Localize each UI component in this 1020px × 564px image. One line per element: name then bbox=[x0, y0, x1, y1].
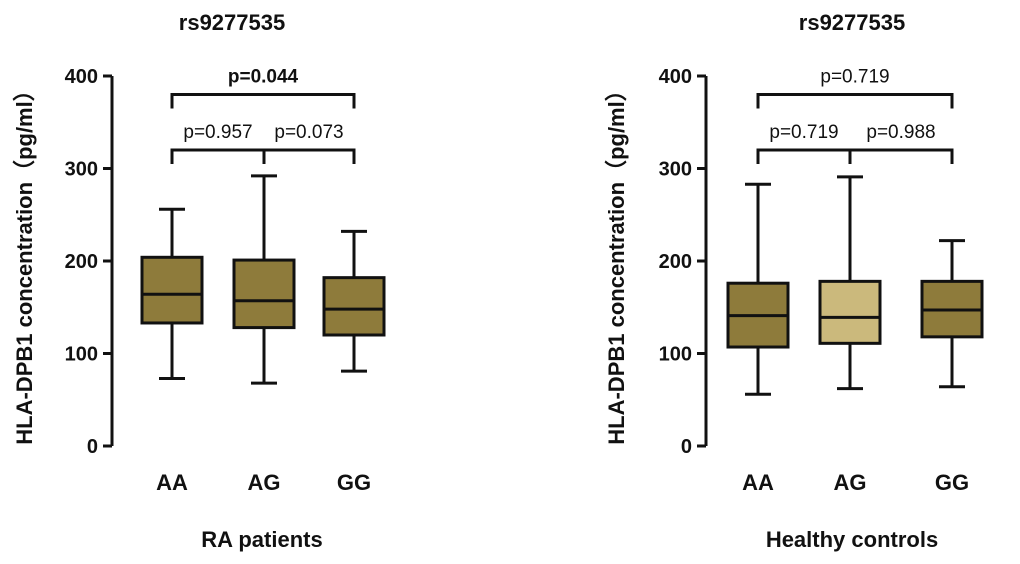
y-tick-label: 200 bbox=[65, 251, 98, 273]
box-gg bbox=[322, 229, 386, 373]
p-value-label: p=0.719 bbox=[769, 122, 838, 143]
p-value-label: p=0.957 bbox=[183, 122, 252, 143]
y-tick-label: 400 bbox=[659, 66, 692, 88]
iqr-box bbox=[322, 276, 386, 337]
chart-panel-2: rs9277535 0 100 200 300 400 HLA-DPB1 concentra… bbox=[604, 10, 984, 552]
significance-bracket bbox=[756, 148, 852, 164]
x-axis-label: RA patients bbox=[201, 527, 322, 552]
box-aa bbox=[140, 207, 204, 380]
significance-bracket bbox=[848, 148, 954, 164]
box-ag bbox=[818, 175, 882, 391]
x-axis-label: Healthy controls bbox=[766, 527, 938, 552]
x-category-label: AA bbox=[156, 470, 188, 495]
y-axis-label: HLA-DPB1 concentration（pg/ml） bbox=[604, 79, 629, 444]
y-tick-label: 300 bbox=[65, 159, 98, 181]
box-aa bbox=[726, 182, 790, 396]
x-category-label: AG bbox=[248, 470, 281, 495]
chart-panel-1: rs9277535 0 100 200 300 400 HLA-DPB1 concentra… bbox=[12, 10, 386, 552]
p-value-label: p=0.044 bbox=[228, 67, 299, 88]
iqr-box bbox=[140, 255, 204, 325]
y-tick-label: 100 bbox=[659, 344, 692, 366]
box-gg bbox=[920, 239, 984, 389]
y-tick-label: 400 bbox=[65, 66, 98, 88]
x-category-label: AG bbox=[834, 470, 867, 495]
p-value-label: p=0.988 bbox=[866, 122, 935, 143]
p-value-label: p=0.073 bbox=[274, 122, 343, 143]
x-category-label: AA bbox=[742, 470, 774, 495]
significance-bracket bbox=[170, 148, 266, 164]
y-tick-label: 0 bbox=[87, 436, 98, 458]
iqr-box bbox=[818, 279, 882, 345]
significance-bracket bbox=[756, 93, 954, 109]
x-category-label: GG bbox=[337, 470, 371, 495]
x-category-label: GG bbox=[935, 470, 969, 495]
y-tick-label: 200 bbox=[659, 251, 692, 273]
y-tick-label: 300 bbox=[659, 159, 692, 181]
box-ag bbox=[232, 174, 296, 385]
y-tick-label: 100 bbox=[65, 344, 98, 366]
chart-title: rs9277535 bbox=[799, 10, 905, 35]
y-axis-label: HLA-DPB1 concentration（pg/ml） bbox=[12, 79, 37, 444]
significance-bracket bbox=[262, 148, 356, 164]
chart-title: rs9277535 bbox=[179, 10, 285, 35]
significance-bracket bbox=[170, 93, 356, 109]
y-tick-label: 0 bbox=[681, 436, 692, 458]
iqr-box bbox=[232, 258, 296, 330]
p-value-label: p=0.719 bbox=[820, 67, 889, 88]
